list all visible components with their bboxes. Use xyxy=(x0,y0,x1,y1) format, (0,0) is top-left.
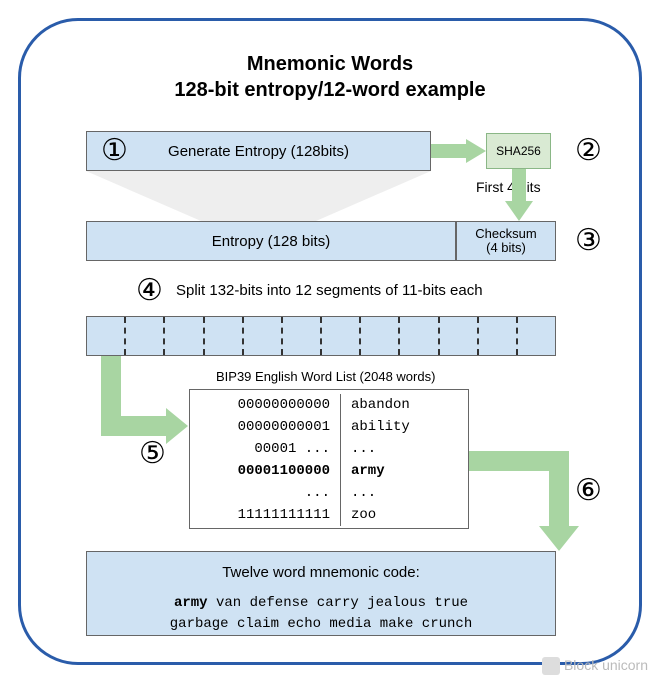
segments-bar xyxy=(86,316,556,356)
segment-cell xyxy=(126,317,165,355)
segment-cell xyxy=(518,317,555,355)
wordlist-row: ...... xyxy=(190,482,468,504)
generate-entropy-box: Generate Entropy (128bits) xyxy=(86,131,431,171)
mnemonic-result-box: Twelve word mnemonic code: army van defe… xyxy=(86,551,556,636)
wordlist-word: ability xyxy=(341,419,410,435)
segment-cell xyxy=(479,317,518,355)
wordlist-word: army xyxy=(341,463,385,479)
watermark-text: Block unicorn xyxy=(564,657,648,673)
segment-cell xyxy=(440,317,479,355)
sha256-label: SHA256 xyxy=(496,144,541,158)
wordlist-row: 00000000001ability xyxy=(190,416,468,438)
segment-cell xyxy=(361,317,400,355)
diagram-frame: Mnemonic Words 128-bit entropy/12-word e… xyxy=(18,18,642,665)
wordlist-row: 11111111111zoo xyxy=(190,504,468,526)
segment-cell xyxy=(400,317,439,355)
segment-cell xyxy=(87,317,126,355)
mnemonic-word-bold: army xyxy=(174,595,208,611)
segment-cell xyxy=(165,317,204,355)
mnemonic-line2: garbage claim echo media make crunch xyxy=(170,616,472,632)
wordlist-box: 00000000000abandon00000000001ability0000… xyxy=(189,389,469,529)
watermark: Block unicorn xyxy=(542,657,648,675)
step-5-number: ⑤ xyxy=(139,436,166,471)
arrow-entropy-to-sha xyxy=(431,139,491,163)
checksum-box: Checksum (4 bits) xyxy=(456,221,556,261)
entropy-128-label: Entropy (128 bits) xyxy=(212,233,330,250)
wordlist-bits: 11111111111 xyxy=(190,507,340,523)
segment-cell xyxy=(205,317,244,355)
sha256-box: SHA256 xyxy=(486,133,551,169)
wordlist-row: 00001100000army xyxy=(190,460,468,482)
mnemonic-title: Twelve word mnemonic code: xyxy=(87,564,555,581)
wordlist-title: BIP39 English Word List (2048 words) xyxy=(216,369,435,384)
arrow-wordlist-to-mnemonic xyxy=(469,446,584,556)
segment-cell xyxy=(322,317,361,355)
step-3-number: ③ xyxy=(575,223,602,258)
wordlist-word: ... xyxy=(341,441,376,457)
mnemonic-line1-rest: van defense carry jealous true xyxy=(208,595,468,611)
step-6-number: ⑥ xyxy=(575,473,602,508)
step-2-number: ② xyxy=(575,133,602,168)
split-label: Split 132-bits into 12 segments of 11-bi… xyxy=(176,282,483,299)
wordlist-bits: ... xyxy=(190,485,340,501)
entropy-128-box: Entropy (128 bits) xyxy=(86,221,456,261)
generate-entropy-label: Generate Entropy (128bits) xyxy=(168,143,349,160)
wordlist-bits: 00000000000 xyxy=(190,397,340,413)
wordlist-word: zoo xyxy=(341,507,376,523)
step-1-number: ① xyxy=(101,133,128,168)
checksum-line1: Checksum xyxy=(475,227,536,241)
wordlist-row: 00001 ...... xyxy=(190,438,468,460)
segment-cell xyxy=(283,317,322,355)
wordlist-bits: 00001 ... xyxy=(190,441,340,457)
funnel-shape xyxy=(86,171,431,221)
mnemonic-code: army van defense carry jealous true garb… xyxy=(87,593,555,635)
wordlist-bits: 00001100000 xyxy=(190,463,340,479)
checksum-line2: (4 bits) xyxy=(486,241,526,255)
title-line-2: 128-bit entropy/12-word example xyxy=(174,79,485,101)
arrow-sha-to-checksum xyxy=(505,169,533,224)
wechat-icon xyxy=(542,657,560,675)
segment-cell xyxy=(244,317,283,355)
step-4-number: ④ xyxy=(136,273,163,308)
diagram-title: Mnemonic Words 128-bit entropy/12-word e… xyxy=(21,51,639,103)
title-line-1: Mnemonic Words xyxy=(247,53,413,75)
wordlist-row: 00000000000abandon xyxy=(190,394,468,416)
wordlist-word: ... xyxy=(341,485,376,501)
wordlist-word: abandon xyxy=(341,397,410,413)
wordlist-bits: 00000000001 xyxy=(190,419,340,435)
